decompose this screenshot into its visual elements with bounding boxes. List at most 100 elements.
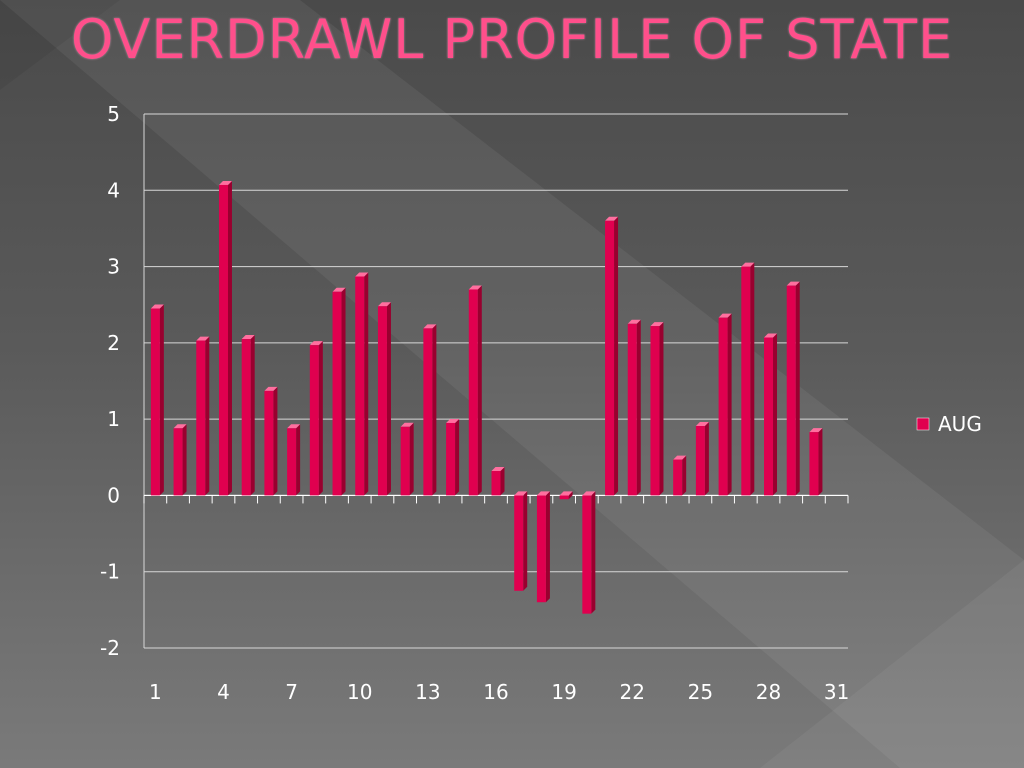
bar-side — [591, 491, 596, 614]
bar-side — [704, 422, 709, 496]
bar-front — [514, 495, 524, 591]
bar-side — [432, 324, 437, 496]
x-tick-label: 13 — [415, 680, 440, 704]
bar-top — [446, 418, 460, 423]
bar-side — [682, 455, 687, 496]
bar-top — [786, 281, 800, 286]
bar-front — [650, 326, 660, 496]
bar-front — [559, 495, 569, 500]
bar-side — [636, 319, 641, 496]
bar-side — [386, 302, 391, 496]
x-tick-label: 28 — [756, 680, 781, 704]
bar-front — [468, 289, 478, 496]
bar-top — [536, 491, 550, 496]
bar-top — [695, 422, 709, 427]
bar — [673, 455, 687, 496]
y-tick-label: -2 — [100, 636, 120, 660]
x-tick-labels: 1 4 7 10 13 16 19 22 25 28 31 — [149, 680, 849, 704]
bar-front — [218, 184, 228, 496]
y-tick-label: 5 — [107, 102, 120, 126]
x-tick-label: 1 — [149, 680, 162, 704]
bar-side — [227, 180, 232, 496]
bar-top — [423, 324, 437, 329]
bar-front — [809, 432, 819, 496]
bar-front — [355, 276, 365, 496]
bar — [695, 422, 709, 496]
x-tick-label: 25 — [688, 680, 713, 704]
bar — [287, 424, 301, 496]
bar — [309, 341, 323, 496]
bar — [491, 467, 505, 496]
bar — [650, 322, 664, 496]
bar-front — [582, 495, 592, 614]
bar-top — [150, 304, 164, 309]
bar-front — [150, 308, 160, 496]
bar-front — [332, 291, 342, 496]
bar — [264, 386, 278, 496]
bar-side — [795, 281, 800, 496]
bar-top — [173, 424, 187, 429]
bar-front — [536, 495, 546, 603]
bar — [423, 324, 437, 496]
bar-top — [264, 386, 278, 391]
bar-front — [196, 340, 206, 496]
y-tick-label: 4 — [107, 178, 120, 202]
bar — [332, 287, 346, 496]
bar-front — [718, 317, 728, 496]
bar-front — [400, 426, 410, 496]
bar-front — [695, 426, 705, 496]
bar — [718, 313, 732, 496]
bar — [536, 491, 550, 603]
bar-top — [218, 180, 232, 185]
bar-top — [241, 335, 255, 340]
bar-side — [773, 333, 778, 496]
bar-top — [332, 287, 346, 292]
x-tick-label: 16 — [483, 680, 508, 704]
bar — [400, 422, 414, 496]
bar — [741, 262, 755, 496]
bar-front — [377, 306, 387, 496]
bar — [605, 216, 619, 496]
bar-front — [786, 285, 796, 496]
bar-side — [500, 467, 505, 496]
bar-side — [409, 422, 414, 496]
bar-top — [809, 428, 823, 433]
bar-side — [205, 336, 210, 496]
bar-side — [159, 304, 164, 496]
bar-top — [468, 285, 482, 290]
bar-top — [764, 333, 778, 338]
bar-top — [559, 491, 573, 496]
bar — [241, 335, 255, 496]
bar-top — [605, 216, 619, 221]
x-tick-label: 31 — [824, 680, 849, 704]
bar-side — [477, 285, 482, 496]
bar-top — [582, 491, 596, 496]
bar-side — [614, 216, 619, 496]
bar-front — [741, 266, 751, 496]
y-tick-label: -1 — [100, 560, 120, 584]
y-tick-label: 3 — [107, 255, 120, 279]
bar — [514, 491, 528, 591]
bar-side — [659, 322, 664, 496]
x-tick-label: 7 — [285, 680, 298, 704]
bar-side — [296, 424, 301, 496]
bar-front — [605, 220, 615, 496]
bar — [150, 304, 164, 496]
x-tick-label: 4 — [217, 680, 230, 704]
bar — [582, 491, 596, 614]
bar-side — [455, 418, 460, 496]
bar — [468, 285, 482, 496]
y-tick-labels: 5 4 3 2 1 0 -1 -2 — [100, 102, 120, 660]
bar-side — [182, 424, 187, 496]
bar — [764, 333, 778, 496]
bar — [196, 336, 210, 496]
bar-top — [377, 302, 391, 307]
bar — [786, 281, 800, 496]
bar-top — [514, 491, 528, 496]
bar — [355, 272, 369, 496]
bar-side — [318, 341, 323, 496]
bar-top — [355, 272, 369, 277]
bar-side — [568, 491, 573, 500]
